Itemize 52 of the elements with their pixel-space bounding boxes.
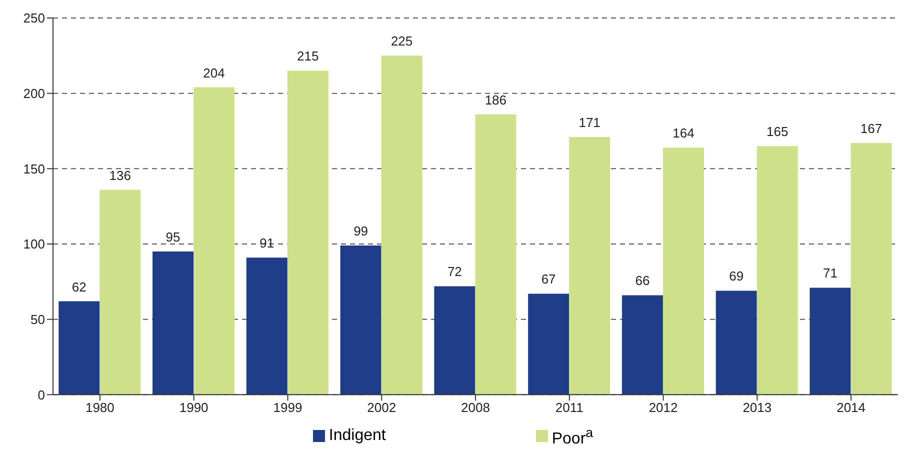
- x-tick-label: 2002: [367, 400, 396, 415]
- bar: [381, 56, 422, 395]
- data-label: 204: [203, 65, 225, 80]
- data-label: 136: [109, 168, 131, 183]
- data-label: 164: [672, 126, 694, 141]
- x-tick-label: 2014: [836, 400, 866, 415]
- data-label: 165: [766, 124, 788, 140]
- bar: [756, 146, 798, 395]
- data-label: 72: [447, 264, 462, 280]
- data-label: 215: [297, 48, 319, 64]
- bar: [528, 294, 570, 395]
- bar: [850, 143, 892, 395]
- bar: [287, 70, 328, 395]
- data-label: 167: [860, 121, 882, 136]
- bar: [622, 295, 663, 395]
- bar: [662, 148, 704, 395]
- bar: [152, 252, 194, 395]
- x-tick-label: 1980: [85, 400, 114, 415]
- data-label: 62: [72, 279, 86, 294]
- bar: [340, 246, 382, 395]
- data-label: 225: [390, 34, 413, 49]
- x-tick-label: 2013: [742, 400, 772, 415]
- legend-label: Indigent: [328, 427, 386, 446]
- bar: [569, 137, 610, 395]
- bar: [58, 301, 100, 395]
- x-tick-label: 1990: [179, 400, 208, 415]
- x-tick-label: 2008: [461, 400, 490, 415]
- y-tick-label: 200: [23, 86, 45, 101]
- y-tick-label: 0: [38, 387, 45, 402]
- data-label: 186: [484, 92, 507, 108]
- y-tick-label: 150: [23, 161, 45, 176]
- legend-label: Poor$^{a}$: [552, 424, 594, 448]
- bar: [434, 286, 476, 395]
- x-tick-label: 2011: [555, 400, 584, 415]
- y-tick-label: 250: [23, 10, 45, 26]
- data-label: 99: [354, 224, 368, 239]
- y-tick-label: 50: [30, 312, 45, 327]
- data-label: 95: [166, 230, 180, 245]
- data-label: 71: [823, 266, 838, 281]
- data-label: 67: [541, 272, 556, 287]
- x-tick-label: 2012: [648, 400, 678, 415]
- bar: [246, 258, 288, 395]
- bar: [475, 114, 516, 395]
- data-label: 69: [729, 268, 744, 284]
- bar: [716, 290, 757, 395]
- bar: [100, 190, 141, 395]
- y-tick-label: 100: [23, 236, 45, 252]
- data-label: 66: [635, 273, 650, 288]
- data-label: 171: [578, 115, 600, 130]
- bar: [810, 288, 851, 395]
- bar: [194, 87, 235, 395]
- x-tick-label: 1999: [273, 400, 302, 415]
